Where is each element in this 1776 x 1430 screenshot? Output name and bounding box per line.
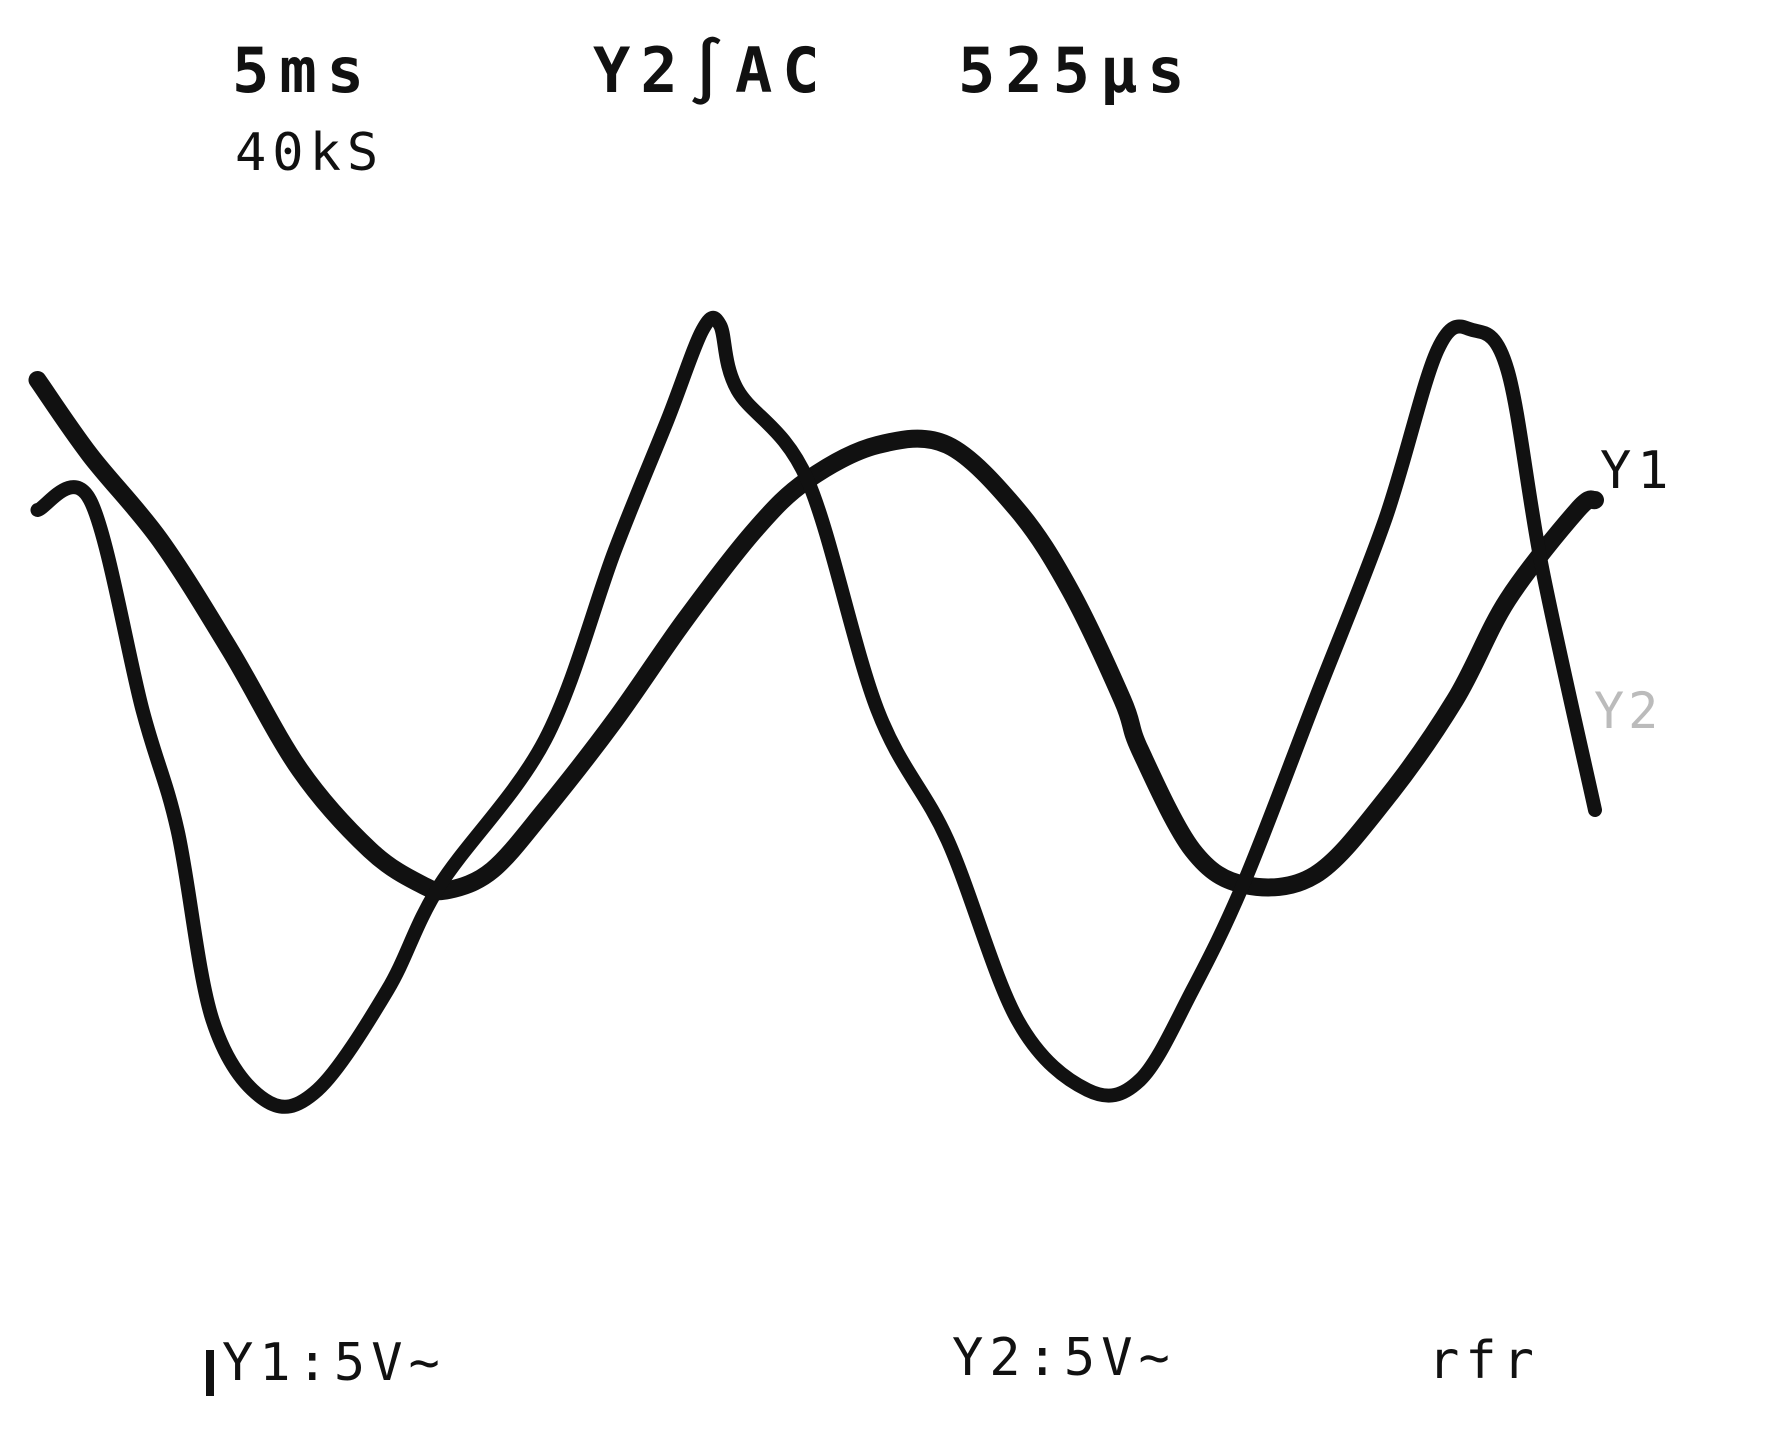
trace-y2 bbox=[30, 310, 1602, 1114]
trigger-readout: Y2∫AC bbox=[593, 34, 830, 107]
sample-rate-readout: 40kS bbox=[235, 123, 384, 183]
channel1-scale-readout: Y1:5V~ bbox=[222, 1333, 446, 1393]
trigger-time-readout: 525µs bbox=[958, 34, 1195, 107]
timebase-readout: 5ms bbox=[232, 34, 374, 107]
channel2-scale-readout: Y2:5V~ bbox=[952, 1328, 1176, 1388]
traces-group bbox=[28, 310, 1604, 1114]
trace-label-y2: Y2 bbox=[1594, 682, 1662, 740]
mode-readout: rfr bbox=[1428, 1331, 1540, 1391]
trace-label-y1: Y1 bbox=[1600, 441, 1675, 501]
channel-marker-icon bbox=[206, 1350, 214, 1396]
trace-y1 bbox=[28, 371, 1604, 901]
